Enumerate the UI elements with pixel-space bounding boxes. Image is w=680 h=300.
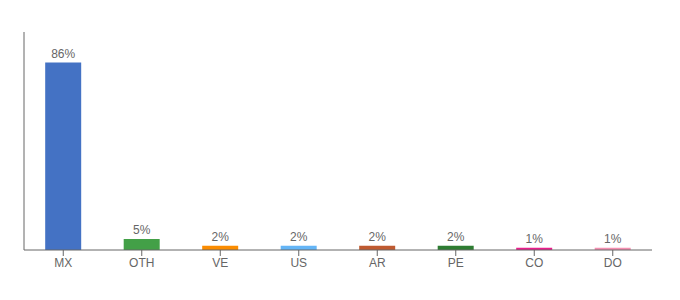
svg-text:VE: VE: [212, 256, 228, 270]
svg-text:1%: 1%: [526, 232, 544, 246]
svg-text:5%: 5%: [133, 223, 151, 237]
svg-text:CO: CO: [525, 256, 543, 270]
svg-text:2%: 2%: [369, 230, 387, 244]
svg-text:2%: 2%: [212, 230, 230, 244]
svg-text:AR: AR: [369, 256, 386, 270]
svg-text:US: US: [290, 256, 307, 270]
svg-text:DO: DO: [604, 256, 622, 270]
svg-text:2%: 2%: [447, 230, 465, 244]
svg-text:PE: PE: [448, 256, 464, 270]
svg-text:MX: MX: [54, 256, 72, 270]
svg-text:86%: 86%: [51, 47, 75, 61]
svg-text:1%: 1%: [604, 232, 622, 246]
svg-text:OTH: OTH: [129, 256, 154, 270]
svg-text:2%: 2%: [290, 230, 308, 244]
